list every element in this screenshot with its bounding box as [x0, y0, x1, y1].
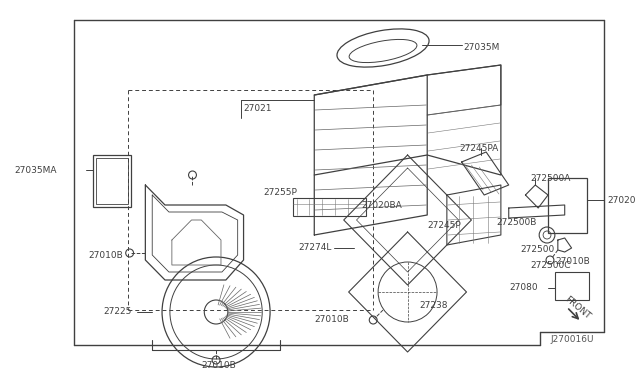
Text: 27020: 27020 — [607, 196, 636, 205]
Text: 27225: 27225 — [103, 308, 132, 317]
Text: 27238: 27238 — [419, 301, 448, 310]
Text: 27255P: 27255P — [263, 187, 297, 196]
Text: J270016U: J270016U — [550, 336, 594, 344]
Text: 27080: 27080 — [509, 283, 538, 292]
Text: 27245PA: 27245PA — [460, 144, 499, 153]
Text: 272500: 272500 — [520, 246, 555, 254]
Bar — [292, 198, 366, 216]
Text: 272500A: 272500A — [531, 173, 571, 183]
Bar — [555, 272, 589, 300]
Text: 27245P: 27245P — [428, 221, 461, 230]
Text: 272500B: 272500B — [496, 218, 536, 227]
Text: 27020BA: 27020BA — [362, 201, 402, 209]
Text: 27021: 27021 — [244, 103, 272, 112]
Text: 27010B: 27010B — [88, 250, 123, 260]
Bar — [548, 178, 588, 233]
Text: 27010B: 27010B — [314, 315, 349, 324]
Bar — [96, 158, 127, 204]
Bar — [93, 155, 131, 207]
Text: 27035MA: 27035MA — [15, 166, 57, 174]
Text: 27274L: 27274L — [299, 244, 332, 253]
Text: 27035M: 27035M — [463, 42, 500, 51]
Text: 272500C: 272500C — [531, 260, 571, 269]
Text: FRONT: FRONT — [563, 295, 592, 321]
Text: 27010B: 27010B — [202, 362, 236, 371]
Text: 27010B: 27010B — [555, 257, 589, 266]
